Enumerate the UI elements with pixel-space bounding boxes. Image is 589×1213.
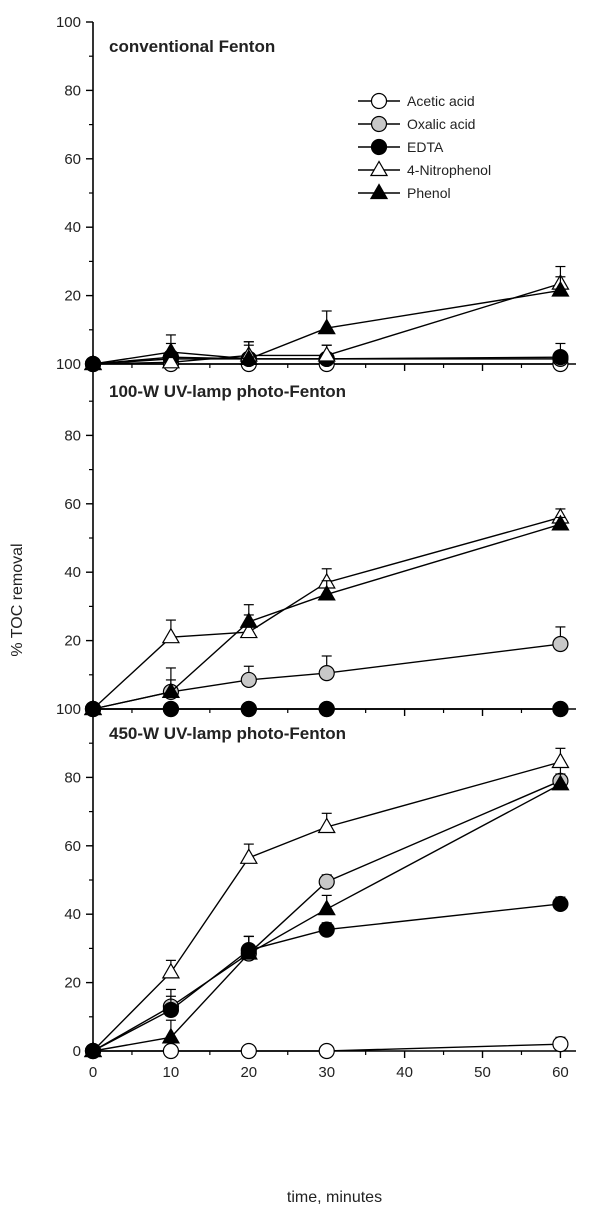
y-tick-label: 40 — [64, 906, 81, 923]
y-tick-label: 80 — [64, 82, 81, 99]
data-point — [162, 1042, 180, 1060]
y-tick-label: 60 — [64, 496, 81, 513]
x-tick-label: 0 — [89, 1064, 97, 1081]
series-line — [92, 523, 561, 710]
data-point — [239, 612, 258, 628]
data-point — [552, 1036, 569, 1053]
panel-2: 100 20 40 60 80 100-W UV-lamp photo-Fenton — [56, 366, 576, 718]
y-tick-label: 20 — [64, 633, 81, 650]
data-point — [162, 700, 180, 718]
y-tick-label: 80 — [64, 427, 81, 444]
data-point — [161, 682, 181, 699]
data-point — [239, 848, 258, 864]
data-point — [318, 700, 335, 718]
y-tick-label: 40 — [64, 564, 81, 581]
legend-marker — [369, 160, 389, 177]
data-point — [552, 349, 569, 366]
legend-label: 4-Nitrophenol — [407, 162, 491, 178]
x-axis-title: time, minutes — [287, 1189, 382, 1206]
data-point — [317, 584, 336, 601]
panel-title: 450-W UV-lamp photo-Fenton — [109, 724, 346, 743]
legend-label: Phenol — [407, 185, 451, 201]
data-point — [317, 817, 336, 834]
legend-marker — [370, 115, 388, 133]
data-point — [240, 700, 257, 718]
data-point — [317, 899, 336, 916]
legend-marker — [369, 183, 389, 200]
series-acetic-acid — [84, 1036, 569, 1060]
data-point — [318, 1042, 335, 1060]
panel-title: conventional Fenton — [109, 37, 275, 56]
y-tick-label: 100 — [56, 14, 81, 31]
data-point — [317, 318, 336, 335]
legend-label: Oxalic acid — [407, 116, 475, 132]
panel-1: 100 20 40 60 80 100 conventional Fenton — [56, 14, 576, 373]
data-point — [161, 352, 181, 369]
x-tick-label: 50 — [474, 1064, 491, 1081]
legend-label: Acetic acid — [407, 93, 475, 109]
y-tick-label: 40 — [64, 219, 81, 236]
y-tick-label: 100 — [56, 356, 81, 373]
series-phenol — [83, 773, 570, 1058]
x-tick-label: 30 — [318, 1064, 335, 1081]
series-phenol — [83, 276, 570, 371]
legend-marker — [370, 138, 388, 156]
legend-item: EDTA — [358, 138, 444, 156]
data-point — [551, 774, 570, 791]
legend-item: Oxalic acid — [358, 115, 475, 133]
legend-item: Phenol — [358, 183, 451, 201]
legend-item: Acetic acid — [358, 92, 475, 110]
series-4-nitrophenol — [83, 507, 570, 716]
data-point — [161, 962, 181, 979]
series-edta — [84, 700, 569, 718]
legend-label: EDTA — [407, 139, 444, 155]
y-axis-title: % TOC removal — [9, 543, 26, 656]
x-tick-label: 10 — [163, 1064, 180, 1081]
data-point — [239, 943, 258, 960]
panel-3: 0 20 40 60 80 450-W UV-lamp photo-Fenton — [64, 708, 576, 1060]
data-point — [161, 342, 181, 359]
y-tick-label: 80 — [64, 769, 81, 786]
data-point — [551, 514, 570, 531]
legend: Acetic acid Oxalic acid EDTA 4-Nitrophenol P… — [358, 92, 491, 201]
data-point — [240, 1042, 257, 1060]
data-point — [161, 1027, 181, 1044]
x-tick-label: 40 — [396, 1064, 413, 1081]
y-tick-label: 60 — [64, 151, 81, 168]
data-point — [318, 921, 335, 938]
x-tick-label: 60 — [552, 1064, 569, 1081]
data-point — [551, 752, 570, 769]
series-edta — [84, 895, 569, 1060]
data-point — [317, 345, 336, 362]
legend-marker — [370, 92, 388, 110]
series-phenol — [83, 514, 570, 716]
data-point — [318, 664, 335, 682]
y-tick-label: 20 — [64, 975, 81, 992]
x-tick-label: 20 — [240, 1064, 257, 1081]
data-point — [552, 895, 569, 913]
data-point — [161, 627, 181, 644]
y-tick-label: 60 — [64, 838, 81, 855]
data-point — [239, 349, 258, 365]
panel-title: 100-W UV-lamp photo-Fenton — [109, 382, 346, 401]
y-tick-label: 20 — [64, 288, 81, 305]
data-point — [162, 1001, 180, 1019]
data-point — [552, 635, 569, 653]
data-point — [551, 280, 570, 297]
data-point — [83, 1041, 103, 1058]
legend-item: 4-Nitrophenol — [358, 160, 491, 178]
y-tick-label: 100 — [56, 701, 81, 718]
data-point — [240, 671, 257, 689]
data-point — [239, 622, 258, 639]
data-point — [552, 700, 569, 718]
y-tick-label: 0 — [73, 1043, 81, 1060]
data-point — [318, 873, 335, 890]
